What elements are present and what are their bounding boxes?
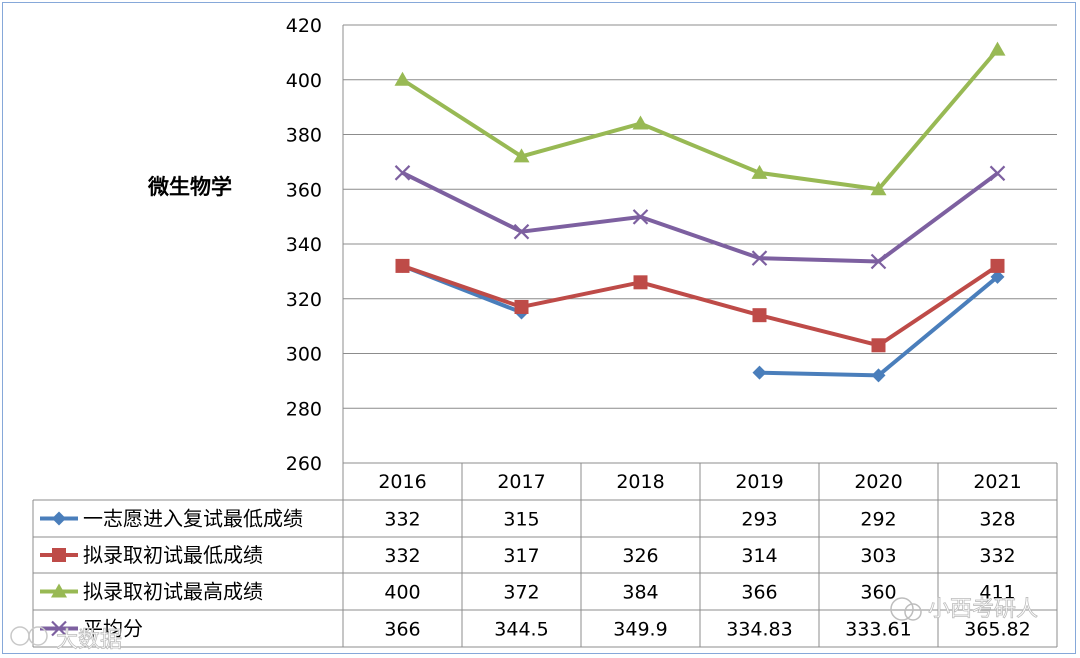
y-tick-label: 400	[286, 70, 322, 92]
series-4-table-value: 333.61	[845, 619, 911, 641]
series-1-point	[990, 269, 1005, 284]
series-2-table-value: 326	[622, 545, 658, 567]
watermark-icon	[10, 626, 30, 646]
series-3-point	[989, 41, 1006, 56]
series-1-legend-label: 一志愿进入复试最低成绩	[83, 507, 303, 531]
series-3-legend-marker	[51, 583, 67, 598]
series-3-table-value: 384	[622, 582, 658, 604]
series-2-point	[395, 258, 410, 273]
series-3-legend-label: 拟录取初试最高成绩	[83, 580, 263, 604]
series-1-table-value: 293	[741, 509, 777, 531]
series-2-point	[633, 275, 648, 290]
series-1-point	[752, 365, 767, 380]
category-label: 2020	[854, 471, 902, 493]
y-tick-label: 300	[286, 344, 322, 366]
series-3-point	[513, 148, 530, 163]
series-4-point	[989, 165, 1006, 182]
series-4-table-value: 334.83	[726, 619, 792, 641]
y-tick-label: 260	[286, 453, 322, 475]
series-2-table-value: 314	[741, 545, 777, 567]
y-axis-label: 微生物学	[147, 175, 232, 199]
series-4-point	[394, 165, 411, 181]
y-tick-label: 420	[286, 15, 322, 37]
y-tick-label: 380	[286, 125, 322, 147]
series-4-table-value: 344.5	[494, 619, 548, 641]
series-2-point	[871, 338, 886, 353]
y-tick-label: 340	[286, 234, 322, 256]
series-2-legend-label: 拟录取初试最低成绩	[83, 543, 263, 567]
series-2-legend-marker	[52, 548, 66, 562]
series-4-line	[401, 171, 999, 264]
series-3-point	[751, 164, 768, 179]
wechat-icon	[890, 597, 914, 621]
series-3-point	[632, 115, 649, 130]
series-2-point	[752, 308, 767, 323]
category-label: 2016	[378, 471, 426, 493]
series-4-table-value: 366	[384, 619, 420, 641]
series-3-point	[870, 181, 887, 196]
series-4-point	[632, 209, 649, 225]
series-4-point	[870, 253, 887, 270]
series-1-legend-marker	[52, 511, 66, 526]
category-label: 2021	[973, 471, 1021, 493]
category-label: 2019	[735, 471, 783, 493]
series-4-table-value: 365.82	[964, 619, 1030, 641]
watermark-icon	[28, 626, 48, 646]
series-2-table-value: 303	[860, 545, 896, 567]
series-4-table-value: 349.9	[613, 619, 667, 641]
series-2-point	[514, 299, 529, 314]
y-tick-label: 320	[286, 289, 322, 311]
series-3-point	[394, 71, 411, 86]
category-label: 2018	[616, 471, 664, 493]
watermark-text: 大数据	[56, 628, 122, 653]
series-3-table-value: 360	[860, 582, 896, 604]
series-1-point	[871, 368, 886, 383]
series-4-legend-marker	[51, 620, 67, 637]
series-2-line	[401, 264, 999, 348]
watermark-text: 小西考研人	[928, 597, 1038, 622]
series-1-table-value: 328	[979, 509, 1015, 531]
series-4-legend-label: 平均分	[83, 617, 143, 641]
category-label: 2017	[497, 471, 545, 493]
series-3-table-value: 411	[979, 582, 1015, 604]
series-2-point	[990, 258, 1005, 273]
series-2-table-value: 332	[979, 545, 1015, 567]
series-1-table-value: 292	[860, 509, 896, 531]
series-3-table-value: 400	[384, 582, 420, 604]
series-4-point	[513, 223, 530, 240]
series-1-table-value: 315	[503, 509, 539, 531]
y-tick-label: 360	[286, 179, 322, 201]
series-1-table-value: 332	[384, 509, 420, 531]
series-4-point	[751, 250, 768, 266]
y-tick-label: 280	[286, 398, 322, 420]
wechat-icon	[904, 603, 922, 621]
series-3-table-value: 372	[503, 582, 539, 604]
series-2-table-value: 317	[503, 545, 539, 567]
series-3-line	[401, 48, 1000, 192]
series-2-table-value: 332	[384, 545, 420, 567]
series-3-table-value: 366	[741, 582, 777, 604]
